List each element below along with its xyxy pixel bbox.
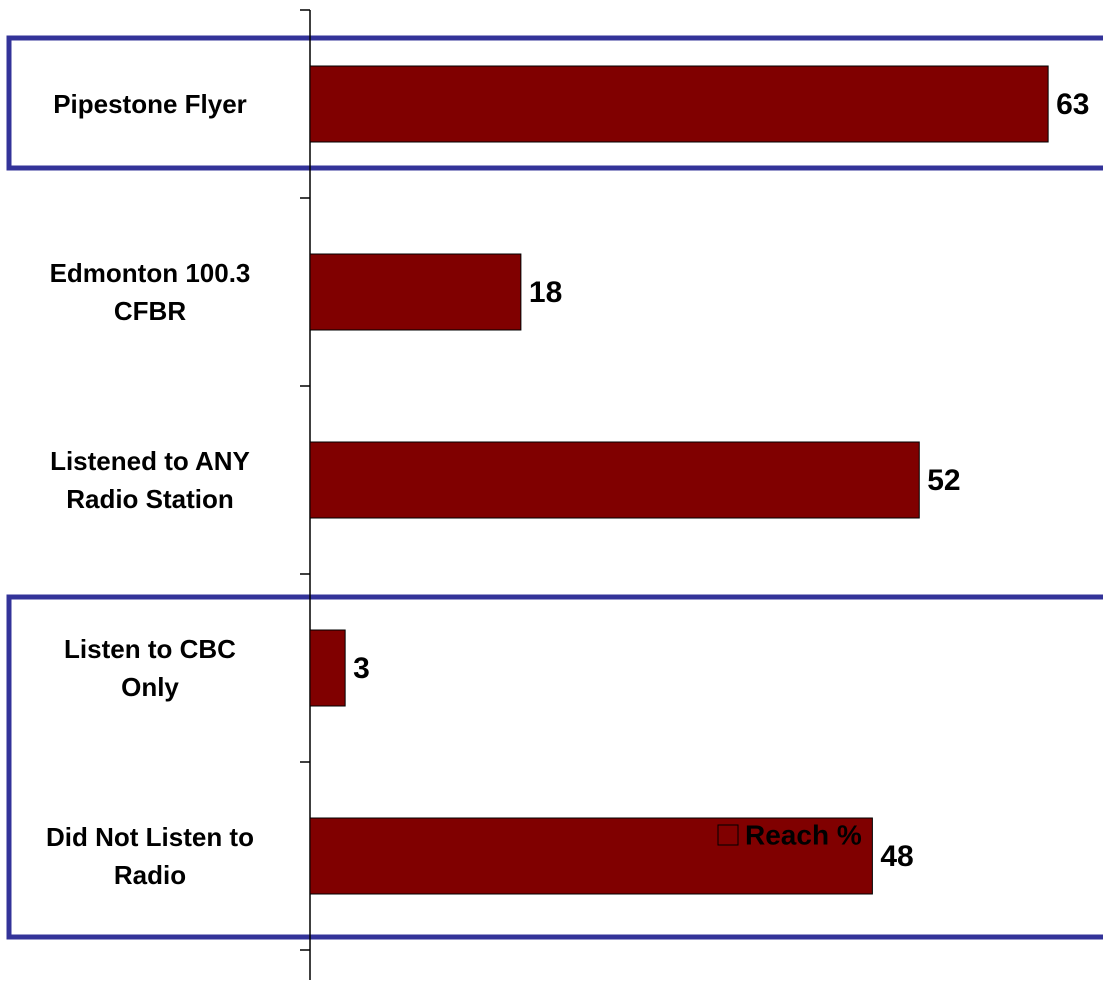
data-label: 3 (353, 652, 370, 685)
data-label: 18 (529, 276, 562, 309)
data-label: 63 (1056, 88, 1089, 121)
bar (309, 65, 1049, 143)
bar (309, 253, 522, 331)
bar (309, 441, 920, 519)
category-label: Did Not Listen to Radio (46, 822, 254, 890)
legend-swatch (717, 824, 739, 846)
category-label: Pipestone Flyer (53, 89, 247, 119)
category-label: Listened to ANY Radio Station (50, 446, 250, 514)
legend-label: Reach % (745, 819, 862, 850)
bar (309, 629, 346, 707)
category-label: Listen to CBC Only (64, 634, 236, 702)
data-label: 52 (927, 464, 960, 497)
data-label: 48 (880, 840, 913, 873)
category-label: Edmonton 100.3 CFBR (49, 258, 251, 326)
bar (309, 817, 873, 895)
highlight-box (6, 594, 1103, 940)
highlight-box (6, 35, 1103, 171)
